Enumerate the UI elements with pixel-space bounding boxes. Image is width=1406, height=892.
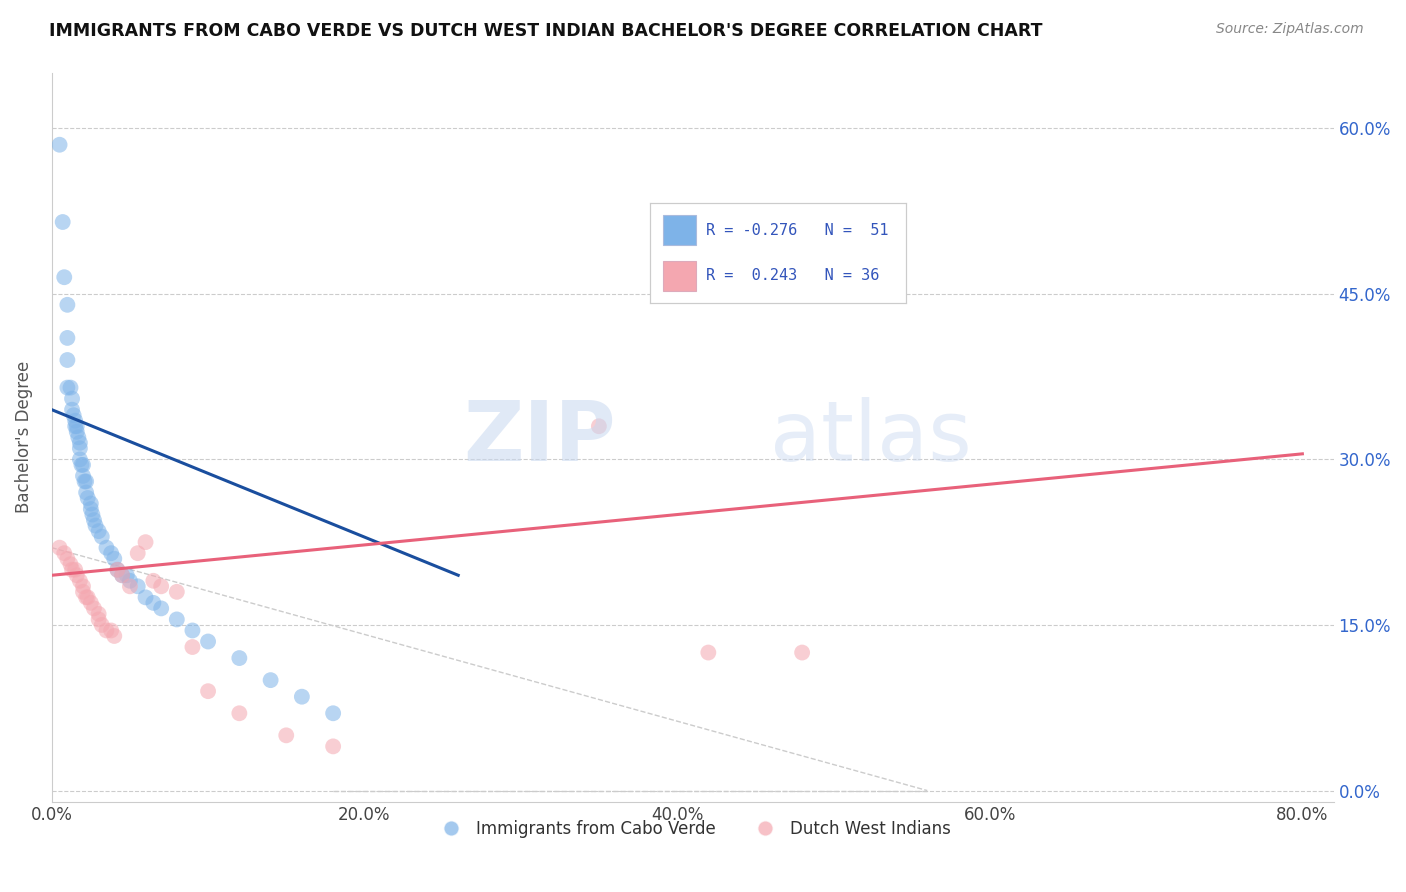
Point <box>63 414 86 428</box>
Point <box>792 646 814 660</box>
Point <box>87 607 110 621</box>
Point <box>100 624 122 638</box>
Point <box>697 646 720 660</box>
Point <box>72 458 94 472</box>
Point <box>69 452 91 467</box>
Point <box>96 624 118 638</box>
Text: IMMIGRANTS FROM CABO VERDE VS DUTCH WEST INDIAN BACHELOR'S DEGREE CORRELATION CH: IMMIGRANTS FROM CABO VERDE VS DUTCH WEST… <box>49 22 1043 40</box>
Point <box>259 673 281 687</box>
Point <box>62 408 84 422</box>
Point <box>135 535 157 549</box>
Point <box>90 618 112 632</box>
Point <box>56 331 79 345</box>
Point <box>48 137 70 152</box>
Point <box>228 706 250 721</box>
Point <box>197 684 219 698</box>
Point <box>181 640 204 654</box>
Point <box>111 568 134 582</box>
Point <box>103 629 125 643</box>
Point <box>80 502 103 516</box>
Point <box>70 458 93 472</box>
Point <box>111 568 134 582</box>
Point <box>66 419 89 434</box>
Point <box>60 563 83 577</box>
Point <box>118 579 141 593</box>
Point <box>56 353 79 368</box>
Text: Source: ZipAtlas.com: Source: ZipAtlas.com <box>1216 22 1364 37</box>
Point <box>166 584 188 599</box>
Point <box>75 485 97 500</box>
Y-axis label: Bachelor's Degree: Bachelor's Degree <box>15 361 32 514</box>
Point <box>322 739 344 754</box>
Point <box>48 541 70 555</box>
Point <box>103 551 125 566</box>
Point <box>53 270 76 285</box>
Point <box>66 568 89 582</box>
Point <box>72 469 94 483</box>
Point <box>291 690 314 704</box>
FancyBboxPatch shape <box>662 215 696 245</box>
Point <box>67 430 90 444</box>
Point <box>82 508 104 522</box>
Point <box>127 579 149 593</box>
Point <box>66 425 89 439</box>
Point <box>72 584 94 599</box>
Point <box>87 524 110 538</box>
Point <box>56 298 79 312</box>
Point <box>142 596 165 610</box>
Point <box>72 579 94 593</box>
Point <box>107 563 129 577</box>
Point <box>76 591 98 605</box>
Point <box>75 475 97 489</box>
Point <box>127 546 149 560</box>
Point <box>75 591 97 605</box>
Point <box>228 651 250 665</box>
Point <box>60 392 83 406</box>
Point <box>56 551 79 566</box>
Point <box>166 612 188 626</box>
Point <box>322 706 344 721</box>
Point <box>142 574 165 588</box>
Point <box>197 634 219 648</box>
Point <box>83 601 105 615</box>
Text: ZIP: ZIP <box>464 397 616 478</box>
Point <box>150 601 173 615</box>
Point <box>80 496 103 510</box>
FancyBboxPatch shape <box>662 261 696 291</box>
Point <box>60 402 83 417</box>
Point <box>73 475 96 489</box>
Point <box>53 546 76 560</box>
Point <box>76 491 98 505</box>
Point <box>63 563 86 577</box>
Point <box>83 513 105 527</box>
Point <box>69 574 91 588</box>
Point <box>69 435 91 450</box>
Point <box>59 558 82 572</box>
Point <box>63 419 86 434</box>
Text: atlas: atlas <box>769 397 972 478</box>
Point <box>588 419 610 434</box>
Point <box>107 563 129 577</box>
Text: R =  0.243   N = 36: R = 0.243 N = 36 <box>706 268 880 284</box>
Point <box>90 530 112 544</box>
Point <box>84 518 107 533</box>
Point <box>115 568 138 582</box>
Point <box>80 596 103 610</box>
Point <box>276 728 298 742</box>
Point <box>100 546 122 560</box>
Point <box>52 215 75 229</box>
Point <box>96 541 118 555</box>
Point <box>135 591 157 605</box>
Legend: Immigrants from Cabo Verde, Dutch West Indians: Immigrants from Cabo Verde, Dutch West I… <box>427 813 957 844</box>
Point <box>87 612 110 626</box>
Point <box>181 624 204 638</box>
Point <box>56 381 79 395</box>
Point <box>69 442 91 456</box>
Text: R = -0.276   N =  51: R = -0.276 N = 51 <box>706 223 889 237</box>
Point <box>150 579 173 593</box>
Point <box>59 381 82 395</box>
Point <box>118 574 141 588</box>
